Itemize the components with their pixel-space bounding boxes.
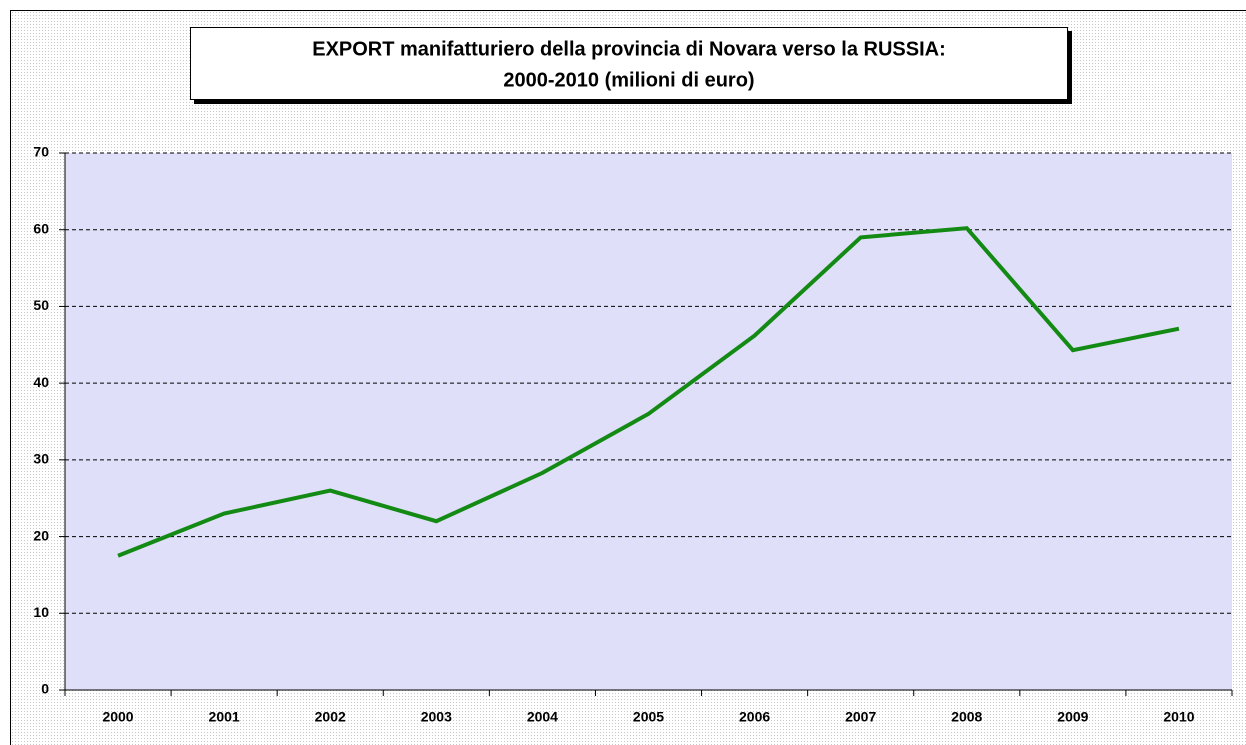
x-tick-label: 2004	[527, 709, 558, 725]
x-tick-label: 2006	[739, 709, 770, 725]
y-tick-label: 50	[33, 297, 49, 313]
x-tick-label: 2010	[1163, 709, 1194, 725]
x-tick-label: 2005	[633, 709, 664, 725]
title-box	[190, 27, 1068, 100]
chart-title: 2000-2010 (milioni di euro)	[503, 69, 754, 91]
x-tick-label: 2003	[421, 709, 452, 725]
y-tick-label: 40	[33, 374, 49, 390]
x-tick-label: 2001	[209, 709, 240, 725]
chart-title: EXPORT manifatturiero della provincia di…	[312, 38, 946, 60]
y-tick-label: 0	[41, 681, 49, 697]
y-tick-label: 20	[33, 527, 49, 543]
data-line	[117, 226, 1180, 558]
y-tick-label: 10	[33, 604, 49, 620]
x-tick-label: 2000	[102, 709, 133, 725]
plot-area	[65, 153, 1232, 690]
y-tick-label: 70	[33, 144, 49, 160]
x-tick-label: 2002	[315, 709, 346, 725]
y-tick-label: 60	[33, 220, 49, 236]
x-tick-label: 2007	[845, 709, 876, 725]
y-tick-label: 30	[33, 451, 49, 467]
x-tick-label: 2008	[951, 709, 982, 725]
x-tick-label: 2009	[1057, 709, 1088, 725]
